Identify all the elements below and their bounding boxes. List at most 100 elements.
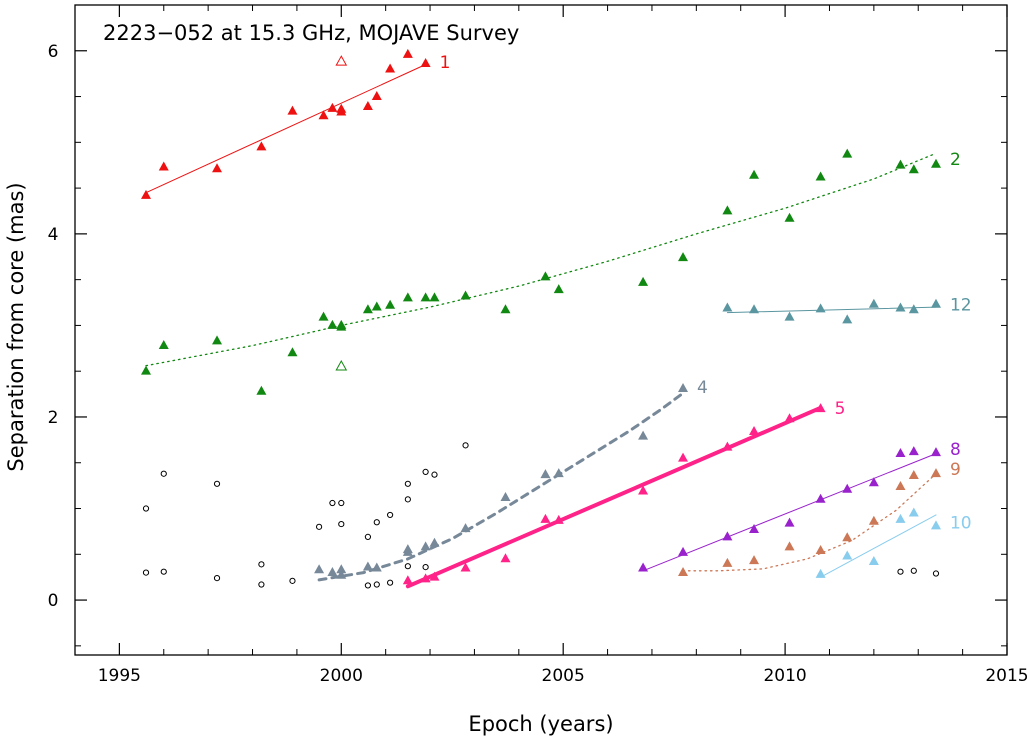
data-point-1	[318, 110, 329, 120]
fit-lines	[145, 64, 937, 589]
fit-line-2	[145, 152, 937, 367]
data-point-12	[930, 298, 941, 308]
data-point-unassigned	[160, 568, 167, 575]
series-label-9: 9	[950, 460, 961, 480]
data-point-8	[908, 446, 919, 456]
series-label-1: 1	[440, 53, 451, 73]
data-point-9	[815, 545, 826, 555]
data-point-9	[722, 557, 733, 567]
data-point-2	[908, 164, 919, 174]
y-tick-label: 6	[48, 42, 59, 62]
data-point-8	[842, 483, 853, 493]
data-point-5	[420, 573, 431, 583]
data-point-unassigned	[364, 533, 372, 541]
data-point-unassigned	[289, 577, 296, 584]
data-point-2	[678, 252, 689, 262]
data-point-unassigned	[431, 471, 438, 478]
data-point-5	[815, 403, 826, 413]
data-point-unassigned	[373, 519, 380, 526]
data-point-unassigned	[142, 505, 150, 512]
data-point-12	[749, 304, 760, 314]
data-point-5	[784, 413, 795, 423]
data-point-2	[362, 304, 373, 314]
data-point-2	[722, 205, 733, 215]
data-point-4	[362, 561, 373, 571]
data-point-9	[930, 468, 941, 478]
data-point-2	[158, 339, 169, 349]
data-point-1	[287, 105, 298, 115]
data-point-12	[908, 304, 919, 314]
data-point-4	[460, 523, 471, 533]
data-point-8	[815, 493, 826, 503]
data-point-1	[336, 103, 347, 113]
data-point-9	[868, 515, 879, 525]
data-point-9	[895, 480, 906, 490]
data-point-2	[553, 284, 564, 294]
data-point-5	[540, 513, 551, 523]
data-point-5	[749, 426, 760, 436]
fit-line-9	[682, 473, 937, 572]
data-point-unassigned	[387, 511, 394, 519]
data-point-4	[327, 567, 338, 577]
data-point-4	[314, 564, 325, 574]
open-data-point-2	[335, 360, 348, 371]
data-point-unassigned	[258, 561, 265, 568]
data-point-4	[500, 491, 511, 501]
data-point-unassigned	[364, 582, 372, 589]
y-tick-label: 0	[48, 591, 59, 611]
data-point-8	[930, 447, 941, 457]
data-point-unassigned	[404, 480, 411, 487]
series-label-4: 4	[697, 378, 708, 398]
data-point-4	[420, 541, 431, 551]
data-point-4	[429, 537, 440, 547]
data-point-5	[638, 485, 649, 495]
data-points	[141, 48, 941, 589]
data-point-5	[500, 553, 511, 563]
data-point-2	[842, 148, 853, 158]
data-point-5	[460, 562, 471, 572]
data-point-5	[429, 571, 440, 581]
data-point-9	[842, 532, 853, 542]
data-point-2	[336, 319, 347, 329]
data-point-4	[638, 430, 649, 440]
data-point-4	[371, 562, 382, 572]
data-point-1	[158, 161, 169, 171]
data-point-unassigned	[213, 480, 221, 487]
data-point-unassigned	[897, 568, 904, 575]
data-point-unassigned	[315, 523, 323, 530]
data-point-4	[336, 569, 347, 579]
data-point-10	[895, 513, 906, 523]
data-point-12	[842, 314, 853, 324]
data-point-5	[722, 441, 733, 451]
data-point-unassigned	[338, 520, 345, 528]
fit-line-8	[642, 453, 937, 572]
series-label-10: 10	[950, 513, 972, 533]
data-point-1	[385, 63, 396, 73]
data-point-1	[256, 141, 267, 151]
data-point-9	[908, 469, 919, 479]
data-point-unassigned	[160, 470, 167, 477]
x-tick-label: 2005	[542, 666, 585, 686]
data-point-2	[212, 335, 223, 345]
fit-line-10	[820, 514, 937, 578]
data-point-unassigned	[142, 569, 150, 576]
data-point-4	[336, 564, 347, 574]
y-tick-label: 2	[48, 408, 59, 428]
data-point-10	[908, 507, 919, 517]
fit-line-5	[405, 405, 823, 589]
data-point-12	[722, 302, 733, 312]
data-point-2	[420, 292, 431, 302]
fit-line-1	[145, 64, 427, 194]
x-axis-label: Epoch (years)	[468, 712, 613, 736]
data-point-9	[678, 567, 689, 577]
data-point-unassigned	[404, 496, 411, 503]
data-point-2	[318, 311, 329, 321]
data-point-unassigned	[373, 581, 380, 588]
data-point-10	[842, 550, 853, 560]
data-point-5	[402, 575, 413, 585]
data-point-1	[327, 102, 338, 112]
data-point-2	[930, 158, 941, 168]
data-point-unassigned	[329, 499, 336, 507]
axis-ticks	[74, 4, 1008, 655]
